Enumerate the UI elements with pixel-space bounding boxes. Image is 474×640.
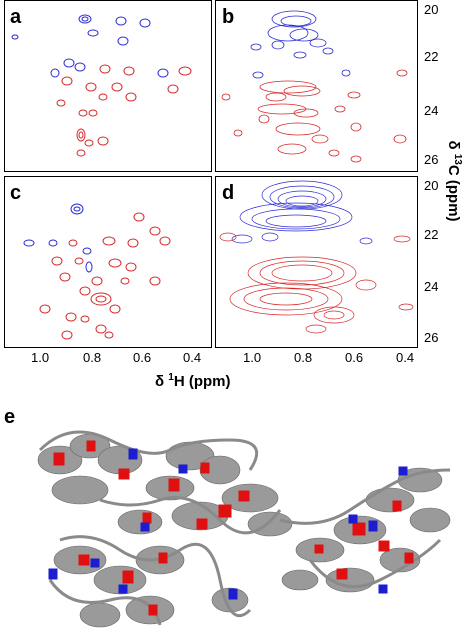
spectrum-a-contours (11, 14, 192, 157)
x-tick-right-1.0: 1.0 (243, 350, 262, 365)
x-tick-left-0.6: 0.6 (133, 350, 152, 365)
y-tick-top-20: 20 (424, 2, 439, 17)
spectrum-b-contours (221, 10, 408, 163)
spectrum-c-contours (23, 203, 171, 340)
x-axis-title-rest: H (ppm) (173, 373, 231, 390)
x-axis-title-symbol: δ (155, 373, 165, 390)
x-axis-title: δ 1H (ppm) (155, 372, 231, 390)
y-tick-bottom-22: 22 (424, 227, 439, 242)
protein-ribbon-render (37, 430, 451, 628)
x-tick-left-1.0: 1.0 (31, 350, 50, 365)
spectrum-d-contours (219, 180, 414, 334)
y-tick-bottom-26: 26 (424, 330, 439, 345)
panel-label-d: d (222, 182, 235, 204)
y-axis-title: δ 13C (ppm) (445, 111, 463, 251)
y-axis-title-sup: 13 (452, 153, 463, 165)
x-axis-title-sup: 1 (168, 372, 174, 383)
protein-structure (20, 410, 474, 640)
panel-label-e: e (4, 406, 16, 428)
x-tick-right-0.6: 0.6 (345, 350, 364, 365)
y-tick-top-22: 22 (424, 49, 439, 64)
x-tick-right-0.8: 0.8 (294, 350, 313, 365)
spectrum-panel-b (215, 0, 418, 172)
x-tick-left-0.4: 0.4 (183, 350, 202, 365)
panel-label-c: c (10, 182, 22, 204)
x-tick-left-0.8: 0.8 (83, 350, 102, 365)
y-tick-bottom-24: 24 (424, 279, 439, 294)
spectrum-panel-d (215, 176, 418, 348)
spectrum-panel-a (4, 0, 212, 172)
x-tick-right-0.4: 0.4 (396, 350, 415, 365)
y-axis-title-symbol: δ (445, 140, 462, 150)
y-tick-bottom-20: 20 (424, 178, 439, 193)
y-axis-title-rest: C (ppm) (445, 164, 462, 222)
spectrum-panel-c (4, 176, 212, 348)
y-tick-top-24: 24 (424, 103, 439, 118)
panel-label-a: a (10, 6, 22, 28)
y-tick-top-26: 26 (424, 152, 439, 167)
panel-label-b: b (222, 6, 235, 28)
